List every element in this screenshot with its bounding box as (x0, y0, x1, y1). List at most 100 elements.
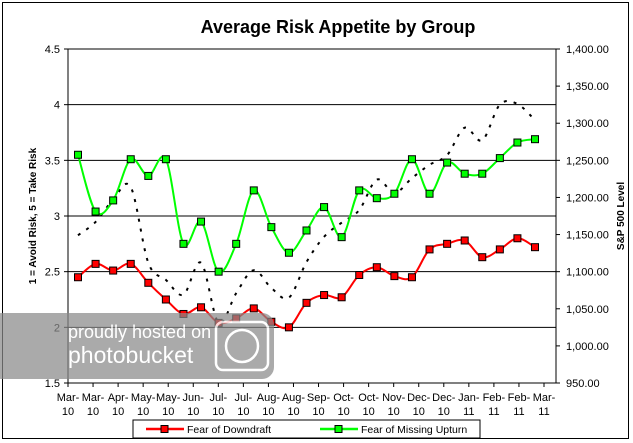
y-tick-label: 4.5 (45, 44, 60, 56)
x-tick-label-year: 11 (463, 406, 474, 418)
legend: Fear of Downdraft Fear of Missing Upturn (132, 419, 481, 439)
x-tick-label: May- (156, 392, 181, 404)
y-tick-label: 1.5 (45, 378, 60, 390)
x-tick-label: Mar- (57, 392, 80, 404)
x-tick-label-year: 10 (312, 406, 324, 418)
x-tick-label-year: 10 (438, 406, 450, 418)
y2-tick-label: 1,000.00 (566, 341, 609, 353)
x-tick-label: Mar- (82, 392, 105, 404)
x-tick-label-year: 11 (488, 406, 499, 418)
point-upturn (74, 150, 82, 159)
y-axis-title: 1 = Avoid Risk, 5 = Take Risk (28, 147, 39, 284)
x-tick-label-year: 10 (137, 406, 149, 418)
x-tick-label-year: 11 (513, 406, 524, 418)
point-upturn (267, 223, 276, 232)
x-tick-label: Jan- (458, 392, 480, 404)
watermark-line1: proudly hosted on (68, 322, 211, 342)
camera-icon (214, 320, 270, 372)
y2-tick-label: 1,350.00 (566, 81, 609, 93)
point-downdraft (495, 245, 504, 254)
point-downdraft (109, 266, 118, 275)
y2-tick-label: 950.00 (566, 378, 600, 390)
x-tick-label: Jun- (183, 392, 205, 404)
x-tick-label-year: 10 (62, 406, 74, 418)
point-upturn (91, 207, 100, 216)
point-downdraft (513, 234, 522, 243)
point-upturn (302, 226, 311, 235)
x-tick-label: Jul- (209, 392, 227, 404)
point-upturn (425, 189, 434, 198)
y2-tick-label: 1,300.00 (566, 118, 609, 130)
point-upturn (337, 233, 346, 242)
x-tick-label-year: 10 (187, 406, 199, 418)
legend-marker-upturn (334, 425, 343, 433)
x-tick-label-year: 10 (162, 406, 174, 418)
x-tick-label: Apr- (108, 392, 129, 404)
x-tick-label: Nov- (382, 392, 406, 404)
y2-tick-label: 1,400.00 (566, 44, 609, 56)
point-downdraft (144, 278, 153, 287)
x-tick-label: Feb- (508, 392, 531, 404)
point-upturn (513, 138, 522, 147)
y2-tick-label: 1,050.00 (566, 304, 609, 316)
point-upturn (372, 194, 381, 203)
point-upturn (214, 267, 223, 276)
point-downdraft (443, 239, 452, 248)
photobucket-watermark: proudly hosted on photobucket (0, 313, 274, 379)
legend-label-downdraft: Fear of Downdraft (187, 424, 271, 436)
point-downdraft (531, 243, 539, 252)
point-downdraft (284, 323, 293, 332)
y-tick-label: 4 (54, 100, 60, 112)
series-line-sp500 (77, 100, 536, 325)
y2-tick-label: 1,200.00 (566, 192, 609, 204)
x-tick-label: Feb- (483, 392, 506, 404)
x-tick-label: Oct- (333, 392, 354, 404)
point-upturn (443, 158, 452, 167)
point-upturn (320, 203, 329, 212)
point-downdraft (372, 263, 381, 272)
x-tick-label: Dec- (432, 392, 456, 404)
point-upturn (179, 239, 188, 248)
legend-label-upturn: Fear of Missing Upturn (361, 424, 467, 436)
watermark-line2: photobucket (68, 342, 194, 368)
point-downdraft (355, 271, 364, 280)
point-upturn (460, 169, 469, 178)
x-tick-label-year: 11 (538, 406, 549, 418)
point-upturn (390, 189, 399, 198)
point-downdraft (320, 291, 329, 300)
y-tick-label: 2.5 (45, 267, 60, 279)
point-downdraft (390, 272, 399, 281)
point-upturn (478, 169, 487, 178)
point-downdraft (74, 273, 82, 282)
x-tick-label-year: 10 (87, 406, 99, 418)
y2-tick-label: 1,150.00 (566, 230, 609, 242)
x-tick-label: May- (131, 392, 156, 404)
x-tick-label: Dec- (407, 392, 431, 404)
point-downdraft (197, 303, 206, 312)
point-downdraft (337, 293, 346, 302)
x-tick-label: Mar- (533, 392, 556, 404)
point-upturn (407, 155, 416, 164)
point-downdraft (126, 259, 135, 268)
x-tick-label: Oct- (358, 392, 379, 404)
x-tick-label: Aug- (257, 392, 281, 404)
chart-title: Average Risk Appetite by Group (201, 17, 476, 37)
y2-tick-label: 1,100.00 (566, 267, 609, 279)
point-downdraft (161, 295, 170, 304)
x-tick-label-year: 10 (262, 406, 274, 418)
x-tick-label: Jul- (235, 392, 253, 404)
x-tick-label-year: 10 (363, 406, 375, 418)
point-upturn (126, 155, 135, 164)
x-tick-label: Aug- (282, 392, 306, 404)
x-tick-label-year: 10 (413, 406, 425, 418)
x-tick-label-year: 10 (212, 406, 224, 418)
point-upturn (495, 154, 504, 163)
y-tick-label: 3.5 (45, 155, 60, 167)
x-tick-label-year: 10 (337, 406, 349, 418)
point-downdraft (302, 298, 311, 307)
point-upturn (531, 135, 539, 144)
point-downdraft (425, 245, 434, 254)
point-upturn (355, 186, 364, 195)
point-upturn (161, 155, 170, 164)
